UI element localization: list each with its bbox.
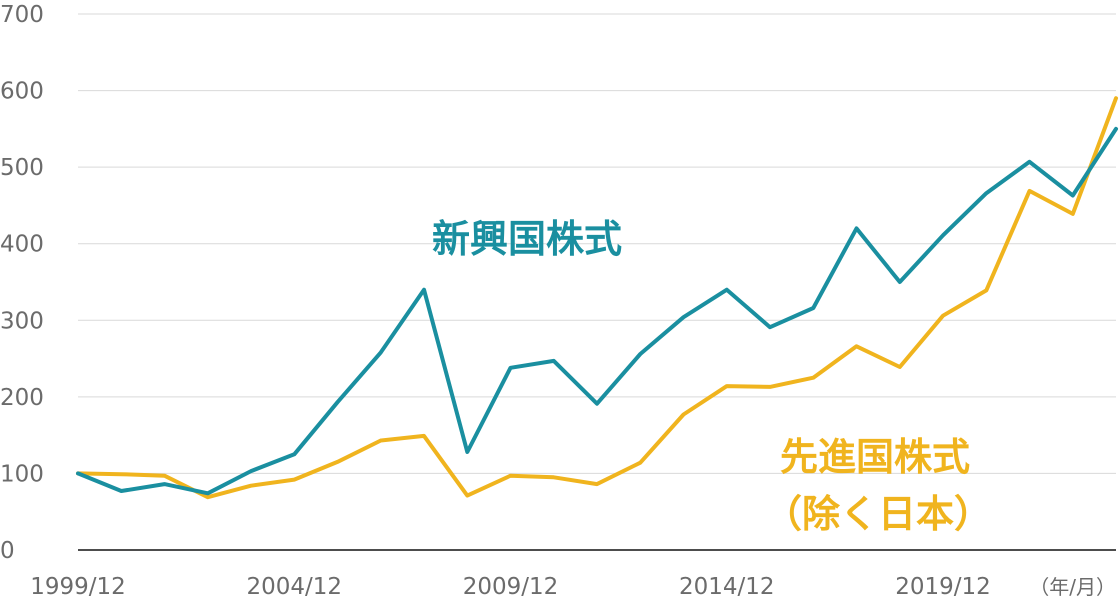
developed-series-label-line2: （除く日本）	[764, 492, 992, 536]
y-tick-label: 200	[0, 385, 44, 411]
developed-series-label-line1: 先進国株式	[780, 435, 970, 479]
y-tick-label: 100	[0, 461, 44, 487]
y-tick-label: 700	[0, 2, 44, 28]
x-tick-label: 2004/12	[246, 574, 342, 600]
grid-lines	[78, 13, 1116, 474]
developed-series-line	[76, 96, 1118, 500]
y-tick-label: 0	[0, 538, 15, 564]
x-tick-label: 2009/12	[463, 574, 559, 600]
series-lines	[76, 96, 1118, 500]
y-tick-label: 300	[0, 308, 44, 334]
emerging-series-label: 新興国株式	[432, 217, 622, 261]
y-tick-label: 500	[0, 155, 44, 181]
y-tick-label: 600	[0, 79, 44, 105]
x-tick-label: 2014/12	[679, 574, 775, 600]
x-tick-labels: 1999/12 2004/12 2009/12 2014/12 2019/12	[30, 574, 991, 600]
y-tick-labels: 0 100 200 300 400 500 600 700	[0, 2, 44, 564]
x-tick-label: 2019/12	[895, 574, 991, 600]
x-tick-label: 1999/12	[30, 574, 126, 600]
y-tick-label: 400	[0, 232, 44, 258]
x-unit-label: （年/月）	[1029, 575, 1116, 599]
emerging-series-line	[76, 126, 1118, 496]
